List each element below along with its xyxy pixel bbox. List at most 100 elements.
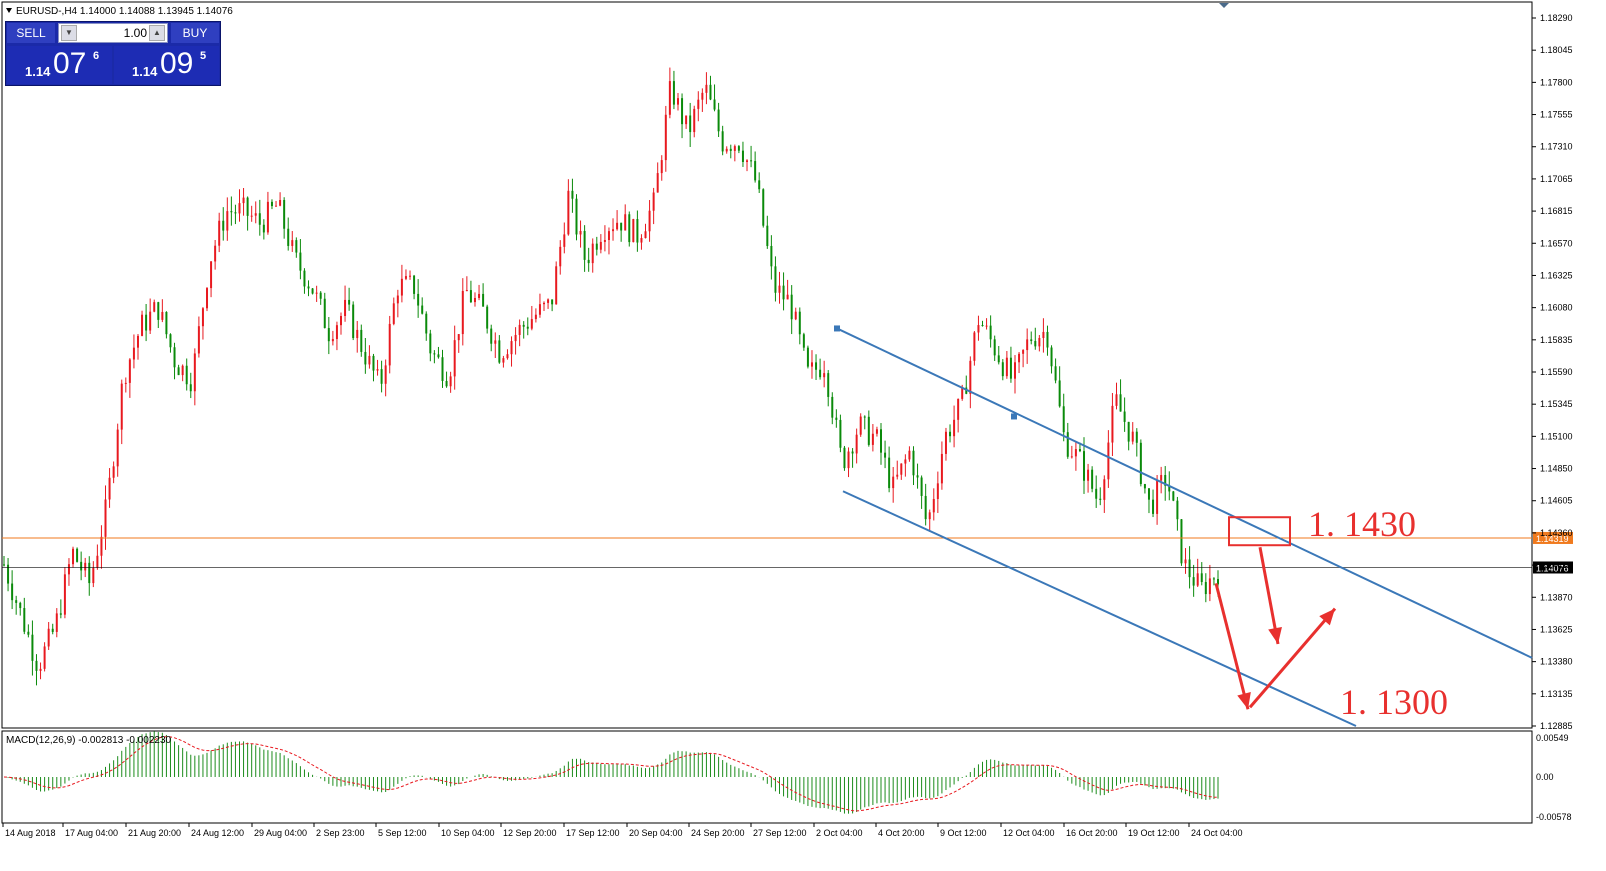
candle-body [628,214,631,243]
candle-body [120,383,123,430]
candle-body [1172,491,1175,501]
candle-body [181,365,184,376]
candle-body [339,315,342,326]
candle-body [1192,577,1195,586]
candle-body [794,311,797,320]
x-axis-label: 24 Sep 20:00 [691,828,745,838]
candle-body [900,463,903,475]
candle-body [534,314,537,320]
x-axis-label: 12 Sep 20:00 [503,828,557,838]
price-level-tag-label: 1.14076 [1536,563,1569,573]
candle-body [924,495,927,520]
channel-lower-line[interactable] [842,490,1357,727]
candle-body [486,306,489,329]
candle-body [802,334,805,348]
candle-body [559,246,562,267]
candle-body [1050,347,1053,367]
candle-body [1030,339,1033,341]
candle-body [380,369,383,384]
candle-body [1083,451,1086,481]
main-chart-frame [1,1,1533,729]
candle-body [1115,394,1118,406]
buy-button[interactable]: BUY [171,23,219,43]
channel-upper-line[interactable] [836,327,1533,659]
macd-axis-top: 0.00549 [1536,733,1569,743]
candle-body [266,201,269,233]
candle-body [733,146,736,151]
candle-body [689,115,692,133]
lot-increase-icon[interactable]: ▲ [149,25,165,41]
lot-size-input[interactable] [79,25,149,41]
sell-button[interactable]: SELL [7,23,55,43]
candle-body [226,211,229,231]
rebound-up-arrow-head [1319,608,1335,626]
symbol-info-label: EURUSD-,H4 1.14000 1.14088 1.13945 1.140… [16,6,233,17]
candle-body [404,276,407,279]
candle-body [904,459,907,464]
candle-body [323,298,326,329]
candle-body [473,297,476,303]
candle-body [396,295,399,304]
candle-body [949,431,952,437]
buy-price-button[interactable]: 1.14 09 5 [114,46,219,84]
candle-body [750,160,753,162]
candle-body [892,476,895,489]
candle-body [815,362,818,370]
candle-body [498,340,501,363]
candle-body [43,646,46,669]
candle-body [640,238,643,243]
candle-body [737,146,740,151]
x-axis-label: 5 Sep 12:00 [378,828,427,838]
symbol-dropdown-icon[interactable] [6,8,12,13]
candle-body [27,631,30,635]
channel-anchor-handle[interactable] [834,325,840,332]
candle-body [989,325,992,340]
x-axis-label: 17 Aug 04:00 [65,828,118,838]
candle-body [270,201,273,207]
candle-body [421,305,424,314]
candle-body [514,334,517,342]
y-axis-label: 1.17800 [1540,77,1573,87]
candle-body [31,634,34,661]
candle-body [664,114,667,161]
price-level-tag [1533,561,1573,574]
candle-body [96,555,99,568]
candle-body [1107,442,1110,480]
buy-price-prefix: 1.14 [132,64,158,79]
y-axis-label: 1.18290 [1540,13,1573,23]
candle-body [522,324,525,327]
candle-body [283,200,286,229]
candle-body [303,270,306,287]
x-axis-label: 17 Sep 12:00 [566,828,620,838]
candle-body [153,302,156,312]
candle-body [530,319,533,329]
candle-body [717,109,720,132]
y-axis-label: 1.14850 [1540,464,1573,474]
channel-mid-handle[interactable] [1011,413,1017,420]
candle-body [1184,559,1187,564]
candle-body [80,561,83,571]
candle-body [51,628,54,632]
candle-body [149,311,152,331]
resistance-zone-box[interactable] [1228,516,1291,547]
candle-body [697,99,700,109]
shift-marker-icon[interactable] [1219,3,1229,8]
candle-body [1200,573,1203,583]
candle-body [916,475,919,478]
candle-body [352,304,355,339]
lot-decrease-icon[interactable]: ▼ [61,25,77,41]
candle-body [238,203,241,214]
candle-body [1168,485,1171,492]
candle-body [465,290,468,292]
y-axis-label: 1.14605 [1540,496,1573,506]
candle-body [1062,406,1065,433]
candle-body [331,339,334,342]
x-axis-label: 20 Sep 04:00 [629,828,683,838]
sell-price-button[interactable]: 1.14 07 6 [7,46,112,84]
candle-body [124,382,127,384]
candle-body [76,548,79,562]
price-level-tag-label: 1.14319 [1536,534,1569,544]
candle-body [206,288,209,309]
candle-body [132,347,135,360]
